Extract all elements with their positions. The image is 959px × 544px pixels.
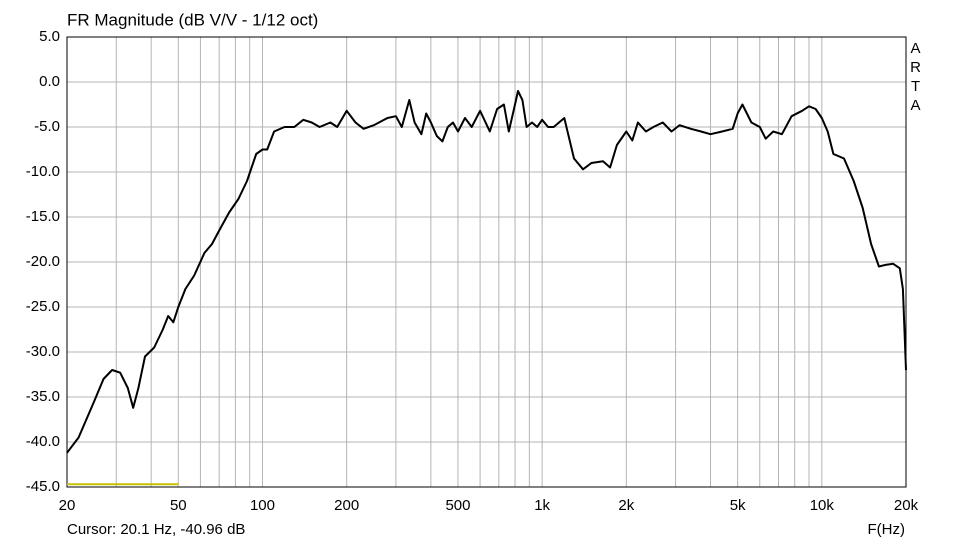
x-tick-label: 1k: [534, 497, 550, 514]
y-tick-label: -10.0: [26, 163, 60, 180]
y-tick-label: 0.0: [39, 73, 60, 90]
y-tick-label: -30.0: [26, 343, 60, 360]
chart-title: FR Magnitude (dB V/V - 1/12 oct): [67, 10, 318, 29]
x-tick-label: 20: [59, 497, 76, 514]
y-tick-label: -25.0: [26, 298, 60, 315]
y-tick-label: 5.0: [39, 28, 60, 45]
y-tick-label: -5.0: [34, 118, 60, 135]
cursor-readout: Cursor: 20.1 Hz, -40.96 dB: [67, 521, 245, 538]
y-tick-label: -40.0: [26, 433, 60, 450]
x-tick-label: 10k: [810, 497, 835, 514]
x-tick-label: 100: [250, 497, 275, 514]
fr-curve: [66, 90, 907, 454]
y-tick-label: -45.0: [26, 478, 60, 495]
arta-label: ARTA: [907, 40, 924, 116]
x-axis-label: F(Hz): [868, 521, 906, 538]
x-tick-label: 500: [445, 497, 470, 514]
x-tick-label: 20k: [894, 497, 919, 514]
x-tick-label: 200: [334, 497, 359, 514]
x-tick-label: 50: [170, 497, 187, 514]
y-tick-label: -20.0: [26, 253, 60, 270]
y-tick-label: -35.0: [26, 388, 60, 405]
plot-frame: [66, 36, 907, 488]
y-tick-label: -15.0: [26, 208, 60, 225]
x-tick-label: 2k: [618, 497, 634, 514]
x-tick-label: 5k: [730, 497, 746, 514]
